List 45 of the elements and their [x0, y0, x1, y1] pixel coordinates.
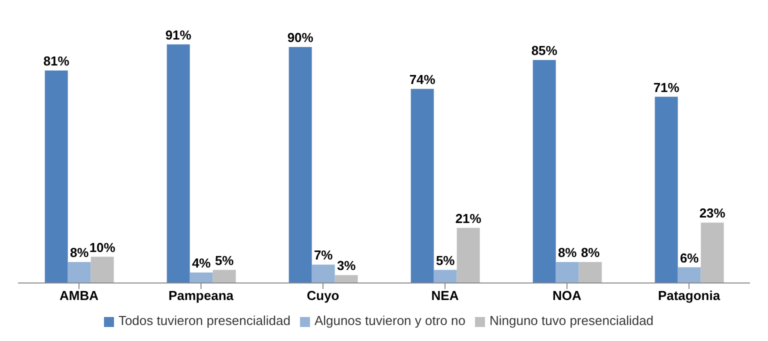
legend-label: Ninguno tuvo presencialidad — [489, 313, 654, 328]
x-tick-label: Patagonia — [658, 288, 721, 304]
data-label: 74% — [409, 72, 436, 87]
data-label: 8% — [70, 245, 90, 260]
data-label: 5% — [436, 252, 456, 268]
x-tick-label: NEA — [431, 288, 460, 304]
x-tick-label: AMBA — [60, 288, 100, 304]
bar — [700, 222, 724, 283]
data-label: 4% — [192, 256, 212, 271]
data-label: 21% — [455, 210, 482, 226]
data-label: 3% — [336, 258, 356, 274]
bar — [578, 262, 602, 283]
data-label: 81% — [43, 54, 70, 69]
data-label: 8% — [558, 245, 578, 260]
bar — [410, 88, 434, 283]
x-tick-label: Cuyo — [306, 288, 340, 304]
bar — [212, 270, 236, 283]
bar — [90, 256, 114, 283]
data-label: 10% — [89, 240, 116, 255]
bar — [166, 44, 190, 283]
data-label: 91% — [165, 27, 192, 42]
data-label: 71% — [653, 80, 680, 95]
bar — [654, 96, 678, 283]
data-label: 6% — [680, 250, 700, 266]
bar — [334, 275, 358, 283]
x-tick-label: NOA — [552, 288, 582, 304]
bar — [68, 262, 91, 283]
bar — [190, 272, 213, 283]
x-tick-label: Pampeana — [168, 288, 234, 304]
bar — [556, 262, 579, 283]
bar — [44, 70, 68, 283]
bar — [456, 228, 480, 283]
bar — [532, 60, 556, 283]
legend-label: Todos tuvieron presencialidad — [118, 313, 290, 328]
data-label: 90% — [287, 30, 314, 45]
bar — [434, 270, 457, 283]
bar — [288, 46, 312, 283]
bar — [312, 264, 335, 283]
bar — [678, 267, 701, 283]
data-label: 23% — [699, 206, 726, 221]
data-label: 85% — [531, 43, 558, 58]
legend-label: Algunos tuvieron y otro no — [314, 313, 466, 328]
data-label: 8% — [580, 245, 600, 260]
data-label: 5% — [214, 252, 234, 268]
data-label: 7% — [314, 248, 334, 263]
